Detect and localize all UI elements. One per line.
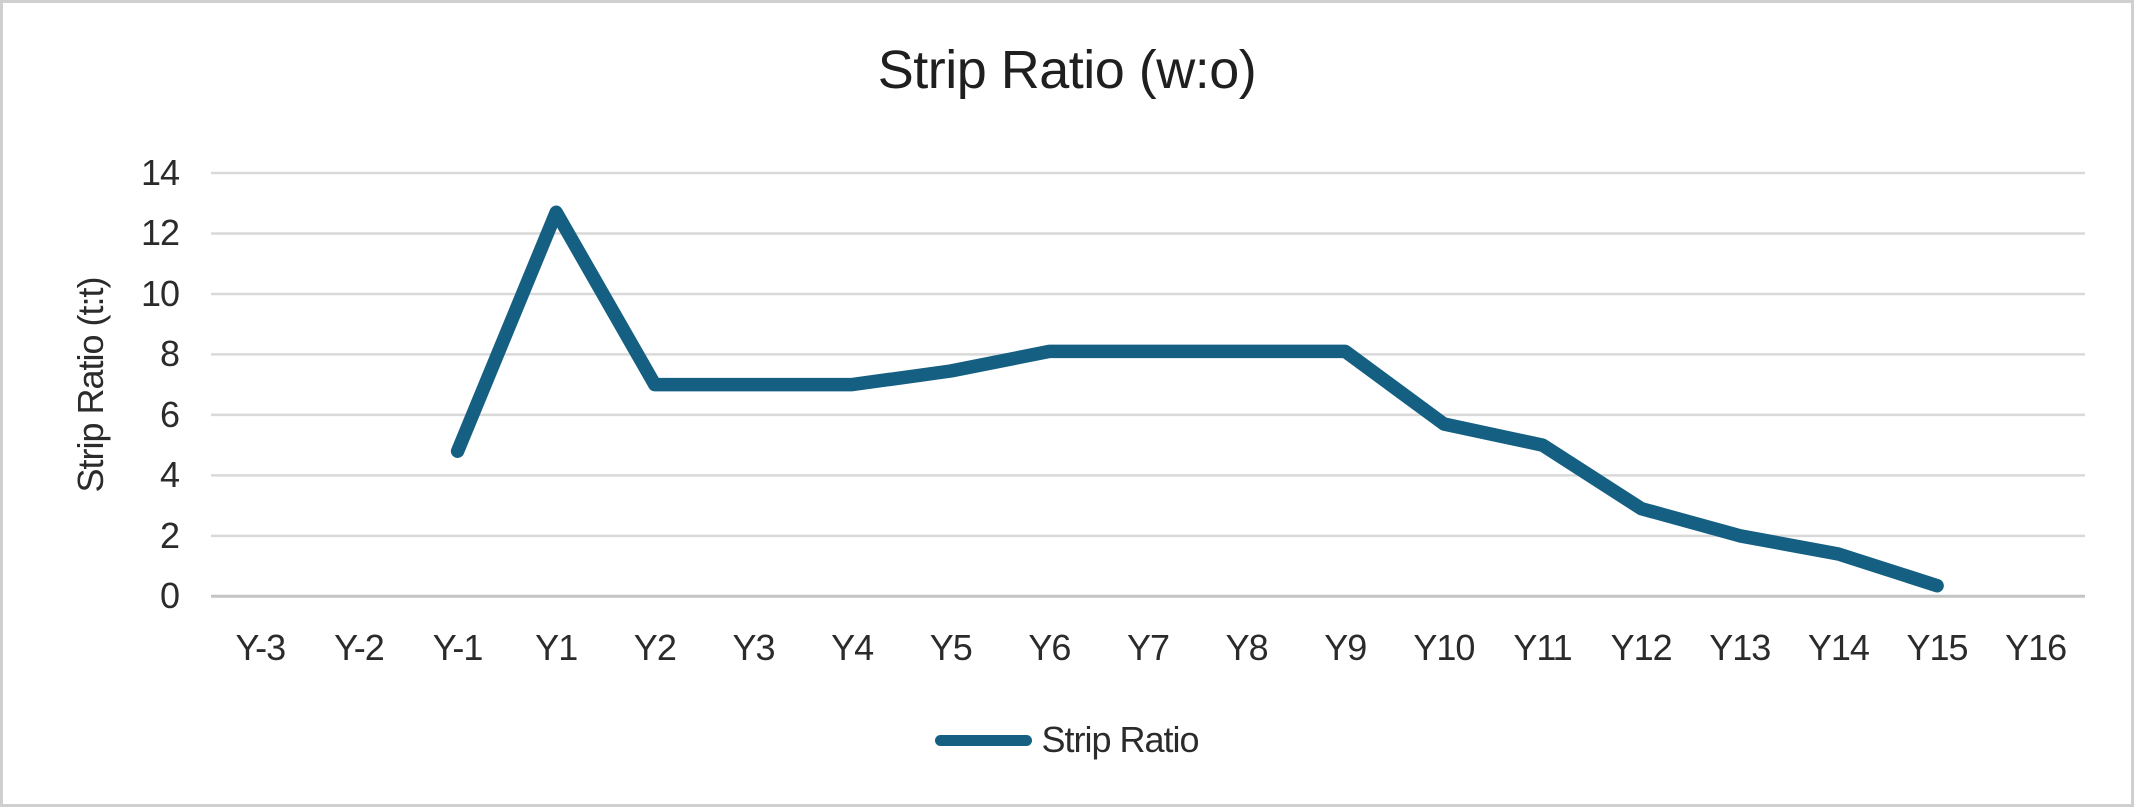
x-category-label: Y15 [1906,627,1969,668]
x-category-label: Y5 [929,627,973,668]
x-category-label: Y9 [1324,627,1367,668]
x-category-label: Y3 [732,627,775,668]
x-category-label: Y-1 [432,627,484,668]
x-category-label: Y7 [1126,627,1170,668]
legend: Strip Ratio [3,719,2131,761]
legend-line-swatch-icon [935,734,1033,746]
x-category-label: Y-3 [235,627,286,668]
legend-label: Strip Ratio [1041,719,1199,760]
y-tick-label: 6 [159,393,180,435]
x-category-label: Y8 [1225,627,1269,668]
x-category-label: Y12 [1610,627,1673,668]
chart-title: Strip Ratio (w:o) [877,40,1257,100]
x-category-label: Y10 [1413,627,1475,668]
x-category-label: Y13 [1709,627,1771,668]
x-category-label: Y11 [1513,627,1572,668]
plot-area [211,171,2085,598]
x-category-label: Y-2 [334,627,385,668]
y-tick-label: 0 [159,575,180,617]
series-line-strip-ratio [450,205,1944,593]
y-tick-label: 2 [159,514,180,556]
x-category-label: Y6 [1028,627,1071,668]
x-category-label: Y1 [535,627,578,668]
gridlines [211,171,2085,598]
x-category-label: Y16 [2005,627,2067,668]
y-tick-label: 14 [140,152,180,193]
y-tick-label: 4 [159,454,180,496]
x-category-label: Y2 [633,627,677,668]
y-tick-label: 10 [140,272,180,314]
y-tick-label: 12 [140,212,180,254]
x-category-label: Y14 [1807,627,1870,668]
y-tick-label: 8 [159,333,180,375]
x-category-label: Y4 [831,627,874,668]
